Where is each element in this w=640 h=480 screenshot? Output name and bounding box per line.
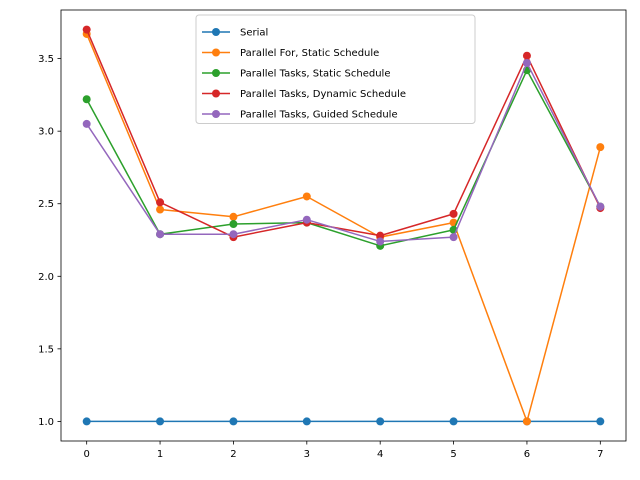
y-tick-label: 2.5: [38, 199, 54, 210]
data-point: [596, 202, 605, 211]
data-point: [82, 25, 91, 34]
data-point: [302, 215, 311, 224]
legend-entry: Parallel For, Static Schedule: [202, 48, 379, 59]
series-2: [82, 29, 605, 426]
data-point: [156, 198, 165, 207]
data-point: [156, 230, 165, 239]
data-point: [229, 417, 238, 426]
axes-frame: [60, 9, 627, 442]
data-point: [522, 51, 531, 60]
data-point: [596, 143, 605, 152]
data-point: [82, 417, 91, 426]
legend-label: Parallel Tasks, Dynamic Schedule: [240, 89, 406, 100]
legend-label: Parallel For, Static Schedule: [240, 48, 379, 59]
y-tick-label: 1.5: [38, 344, 54, 355]
x-tick-label: 5: [450, 449, 456, 460]
y-tick-label: 1.0: [38, 417, 54, 428]
legend-label: Parallel Tasks, Static Schedule: [240, 69, 391, 80]
x-tick-label: 1: [157, 449, 163, 460]
data-point: [229, 212, 238, 221]
data-point: [449, 209, 458, 218]
y-tick-label: 3.5: [38, 54, 54, 65]
axes-layer: 0 1 2 3 4 5 6 7 1.0 1.5 2.0 2.5 3.0 3.5: [38, 9, 627, 460]
x-tick-label: 0: [83, 449, 89, 460]
legend-swatch-marker: [212, 89, 220, 98]
series-5: [82, 58, 605, 246]
data-point: [82, 95, 91, 104]
legend-swatch-marker: [212, 28, 220, 36]
legend-entry: Parallel Tasks, Static Schedule: [202, 69, 391, 80]
x-tick-label: 6: [524, 449, 530, 460]
data-point: [302, 417, 311, 426]
data-point: [522, 417, 531, 426]
legend-entry: Parallel Tasks, Dynamic Schedule: [202, 89, 406, 100]
legend-entry: Serial: [202, 28, 268, 39]
data-point: [522, 58, 531, 67]
series-line: [85, 69, 602, 247]
data-point: [376, 417, 385, 426]
series-line: [85, 62, 602, 243]
legend: Serial Parallel For, Static Schedule Paral…: [195, 14, 476, 124]
x-tick-label: 4: [377, 449, 383, 460]
data-point: [229, 230, 238, 239]
series-layer: [82, 25, 605, 426]
series-line: [85, 28, 602, 238]
legend-swatch-marker: [212, 69, 220, 77]
data-point: [229, 220, 238, 229]
data-point: [449, 233, 458, 242]
data-point: [449, 417, 458, 426]
data-point: [376, 237, 385, 246]
legend-entry: Parallel Tasks, Guided Schedule: [202, 110, 398, 121]
y-tick-label: 2.0: [38, 272, 54, 283]
data-point: [156, 417, 165, 426]
legend-swatch-marker: [212, 110, 220, 118]
data-point: [596, 417, 605, 426]
x-tick-label: 7: [597, 449, 603, 460]
y-tick-label: 3.0: [38, 127, 54, 138]
data-point: [156, 205, 165, 214]
series-1: [82, 417, 605, 426]
legend-swatch-marker: [212, 48, 220, 57]
legend-label: Serial: [240, 28, 268, 39]
series-line: [85, 32, 602, 423]
x-tick-label: 2: [230, 449, 236, 460]
x-tick-label: 3: [304, 449, 310, 460]
legend-label: Parallel Tasks, Guided Schedule: [240, 110, 398, 121]
data-point: [376, 231, 385, 240]
data-point: [302, 192, 311, 201]
data-point: [82, 119, 91, 128]
legend-box: [195, 14, 476, 124]
